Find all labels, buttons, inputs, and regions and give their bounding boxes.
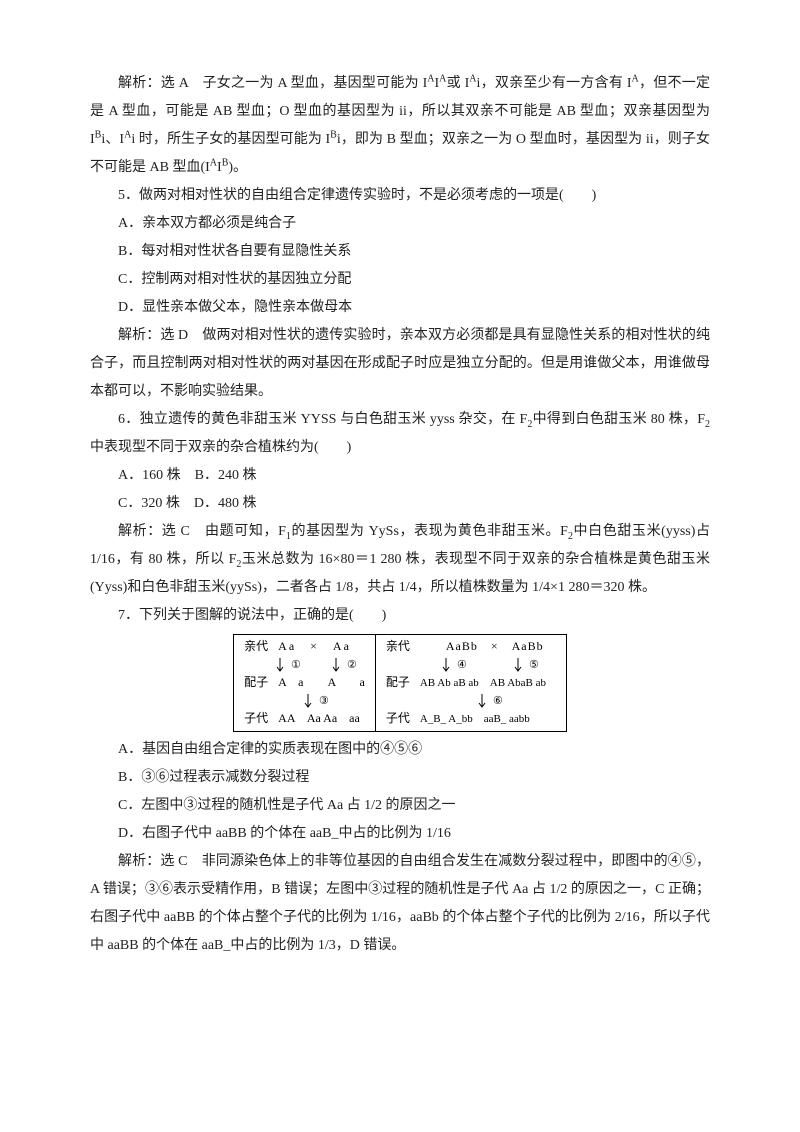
- circ-6: ⑥: [493, 695, 503, 707]
- right-off-label: 子代: [386, 711, 420, 727]
- q7-explanation: 解析：选 C 非同源染色体上的非等位基因的自由组合发生在减数分裂过程中，即图中的…: [90, 848, 710, 960]
- q6-option-ab: A．160 株 B．240 株: [90, 462, 710, 490]
- q5-option-d: D．显性亲本做父本，隐性亲本做母本: [90, 294, 710, 322]
- q7-option-a: A．基因自由组合定律的实质表现在图中的④⑤⑥: [90, 736, 710, 764]
- circ-2: ②: [347, 659, 357, 671]
- q6-stem-a: 6．独立遗传的黄色非甜玉米 YYSS 与白色甜玉米 yyss 杂交，在 F: [118, 412, 527, 427]
- q6-option-cd: C．320 株 D．480 株: [90, 490, 710, 518]
- q6-explanation: 解析：选 C 由题可知，F1的基因型为 YySs，表现为黄色非甜玉米。F2中白色…: [90, 518, 710, 602]
- q7-diagram-wrapper: 亲代 Aa × Aa ① ② 配子 A a A a: [90, 634, 710, 732]
- q7-option-c: C．左图中③过程的随机性是子代 Aa 占 1/2 的原因之一: [90, 792, 710, 820]
- left-parent-label: 亲代: [244, 639, 278, 655]
- q6-stem: 6．独立遗传的黄色非甜玉米 YYSS 与白色甜玉米 yyss 杂交，在 F2中得…: [90, 406, 710, 462]
- q5-option-a: A．亲本双方都必须是纯合子: [90, 210, 710, 238]
- left-gametes: A a A a: [278, 675, 365, 691]
- q5-explanation: 解析：选 D 做两对相对性状的遗传实验时，亲本双方必须都是具有显隐性关系的相对性…: [90, 322, 710, 406]
- q5-option-b: B．每对相对性状各自要有显隐性关系: [90, 238, 710, 266]
- q7-diagram: 亲代 Aa × Aa ① ② 配子 A a A a: [233, 634, 567, 732]
- circ-1: ①: [291, 659, 301, 671]
- right-gametes: AB Ab aB ab AB AbaB ab: [420, 676, 556, 690]
- right-parent-label: 亲代: [386, 639, 420, 655]
- right-arrows-1: ④ ⑤: [386, 656, 556, 674]
- right-parent: AaBb × AaBb: [420, 639, 556, 655]
- q7-stem: 7．下列关于图解的说法中，正确的是( ): [90, 602, 710, 630]
- q6-exp-a: 解析：选 C 由题可知，F: [118, 524, 286, 539]
- right-arrows-2: ⑥: [386, 692, 556, 710]
- right-gamete-label: 配子: [386, 675, 420, 691]
- circ-4: ④: [457, 659, 467, 671]
- q5-stem: 5．做两对相对性状的自由组合定律遗传实验时，不是必须考虑的一项是( ): [90, 182, 710, 210]
- q7-option-d: D．右图子代中 aaBB 的个体在 aaB_中占的比例为 1/16: [90, 820, 710, 848]
- circ-3: ③: [319, 695, 329, 707]
- left-offspring: AA Aa Aa aa: [278, 711, 365, 727]
- left-parent: Aa × Aa: [278, 639, 365, 655]
- q7-option-b: B．③⑥过程表示减数分裂过程: [90, 764, 710, 792]
- right-offspring: A_B_ A_bb aaB_ aabb: [420, 712, 556, 726]
- left-off-label: 子代: [244, 711, 278, 727]
- q4-explanation: 解析：选 A 子女之一为 A 型血，基因型可能为 IAIA或 IAi，双亲至少有…: [90, 70, 710, 182]
- diagram-right-panel: 亲代 AaBb × AaBb ④ ⑤ 配子 AB Ab aB ab AB Aba…: [375, 635, 566, 731]
- q6-stem-b: 中得到白色甜玉米 80 株，F: [532, 412, 705, 427]
- left-arrows-2: ③: [244, 692, 364, 710]
- document-page: 解析：选 A 子女之一为 A 型血，基因型可能为 IAIA或 IAi，双亲至少有…: [0, 0, 800, 1020]
- diagram-left-panel: 亲代 Aa × Aa ① ② 配子 A a A a: [234, 635, 375, 731]
- q6-stem-c: 中表现型不同于双亲的杂合植株约为( ): [90, 440, 351, 455]
- q5-option-c: C．控制两对相对性状的基因独立分配: [90, 266, 710, 294]
- q6-exp-b: 的基因型为 YySs，表现为黄色非甜玉米。F: [291, 524, 568, 539]
- circ-5: ⑤: [529, 659, 539, 671]
- left-gamete-label: 配子: [244, 675, 278, 691]
- left-arrows-1: ① ②: [244, 656, 364, 674]
